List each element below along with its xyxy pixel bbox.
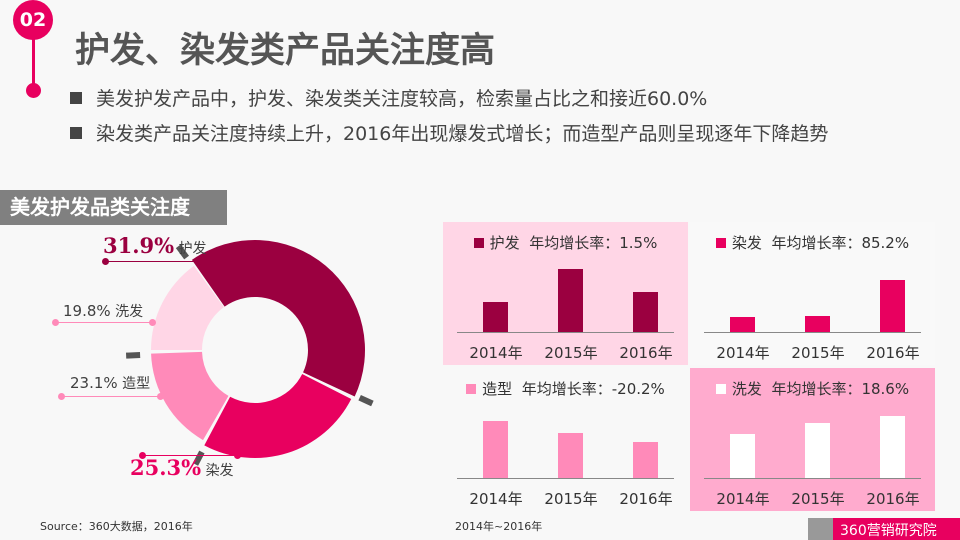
bar-2015年 bbox=[558, 269, 583, 332]
bar-2014年 bbox=[730, 434, 755, 478]
donut-segment-护发 bbox=[191, 240, 365, 397]
x-tick-label: 2014年 bbox=[469, 344, 523, 362]
bar-panel-1: 染发 年均增长率：85.2% 2014年 2015年 2016年 bbox=[690, 222, 935, 365]
panel-growth-rate: 年均增长率：18.6% bbox=[771, 380, 910, 398]
x-tick-label: 2015年 bbox=[791, 490, 845, 508]
panel-series-name: 洗发 bbox=[731, 380, 762, 398]
pin-dot bbox=[26, 83, 41, 98]
donut-section-title: 美发护发品类关注度 bbox=[0, 190, 227, 225]
bar-2015年 bbox=[558, 433, 583, 478]
pin-line bbox=[32, 38, 35, 88]
bullet-1: 美发护发产品中，护发、染发类关注度较高，检索量占比之和接近60.0% bbox=[70, 84, 707, 111]
leader-line-xifa bbox=[52, 319, 156, 326]
label-zaoxing: 23.1% 造型 bbox=[70, 374, 151, 392]
panel-series-name: 造型 bbox=[482, 380, 513, 398]
legend-swatch bbox=[473, 238, 484, 248]
segment-divider-mark bbox=[192, 450, 205, 466]
bar-2014年 bbox=[730, 317, 755, 332]
x-tick-label: 2014年 bbox=[469, 490, 523, 508]
x-tick-label: 2016年 bbox=[866, 344, 920, 362]
panel-title: 洗发 年均增长率：18.6% bbox=[690, 378, 935, 399]
panel-growth-rate: 年均增长率：-20.2% bbox=[521, 380, 665, 398]
bar-2015年 bbox=[805, 316, 830, 332]
segment-divider-mark bbox=[175, 244, 190, 260]
segment-divider-mark bbox=[358, 394, 374, 407]
section-number-badge: 02 bbox=[13, 0, 53, 40]
x-axis bbox=[457, 478, 674, 479]
leader-line-ranfa bbox=[139, 452, 241, 459]
brand-logo: 360营销研究院 bbox=[808, 518, 960, 540]
panel-series-name: 染发 bbox=[731, 234, 762, 252]
segment-divider-mark bbox=[125, 352, 141, 359]
leader-line-zaoxing bbox=[58, 393, 164, 400]
legend-swatch bbox=[466, 384, 477, 394]
bar-2016年 bbox=[880, 416, 905, 478]
bar-2016年 bbox=[633, 442, 658, 478]
x-axis bbox=[704, 332, 921, 333]
panel-title: 护发 年均增长率：1.5% bbox=[443, 232, 688, 253]
bar-2016年 bbox=[633, 292, 658, 332]
x-tick-label: 2015年 bbox=[791, 344, 845, 362]
panel-title: 造型 年均增长率：-20.2% bbox=[443, 378, 688, 399]
bullet-2: 染发类产品关注度持续上升，2016年出现爆发式增长；而造型产品则呈现逐年下降趋势 bbox=[70, 119, 828, 146]
x-tick-label: 2016年 bbox=[619, 344, 673, 362]
donut-segment-造型 bbox=[151, 351, 229, 441]
x-tick-label: 2015年 bbox=[544, 490, 598, 508]
x-tick-label: 2016年 bbox=[866, 490, 920, 508]
bar-panel-0: 护发 年均增长率：1.5% 2014年 2015年 2016年 bbox=[443, 222, 688, 365]
source-note: Source：360大数据，2016年 bbox=[40, 520, 193, 533]
bar-panel-3: 洗发 年均增长率：18.6% 2014年 2015年 2016年 bbox=[690, 368, 935, 511]
panel-growth-rate: 年均增长率：85.2% bbox=[771, 234, 910, 252]
legend-swatch bbox=[715, 384, 726, 394]
x-tick-label: 2016年 bbox=[619, 490, 673, 508]
label-hufa: 31.9% 护发 bbox=[103, 233, 207, 258]
panel-title: 染发 年均增长率：85.2% bbox=[690, 232, 935, 253]
leader-line-hufa bbox=[102, 258, 203, 265]
x-axis bbox=[704, 478, 921, 479]
bar-2014年 bbox=[483, 421, 508, 478]
label-ranfa: 25.3% 染发 bbox=[130, 455, 234, 480]
bar-2015年 bbox=[805, 423, 830, 478]
bar-2016年 bbox=[880, 280, 905, 332]
x-axis bbox=[457, 332, 674, 333]
period-note: 2014年~2016年 bbox=[455, 520, 543, 533]
page-title: 护发、染发类产品关注度高 bbox=[75, 31, 496, 71]
panel-growth-rate: 年均增长率：1.5% bbox=[529, 234, 658, 252]
x-tick-label: 2015年 bbox=[544, 344, 598, 362]
x-tick-label: 2014年 bbox=[716, 490, 770, 508]
bar-2014年 bbox=[483, 302, 508, 332]
donut-chart bbox=[125, 240, 374, 466]
legend-swatch bbox=[715, 238, 726, 248]
donut-segment-洗发 bbox=[151, 265, 224, 350]
label-xifa: 19.8% 洗发 bbox=[63, 302, 144, 320]
donut-segment-染发 bbox=[204, 374, 352, 458]
x-tick-label: 2014年 bbox=[716, 344, 770, 362]
panel-series-name: 护发 bbox=[489, 234, 520, 252]
bar-panel-2: 造型 年均增长率：-20.2% 2014年 2015年 2016年 bbox=[443, 368, 688, 511]
